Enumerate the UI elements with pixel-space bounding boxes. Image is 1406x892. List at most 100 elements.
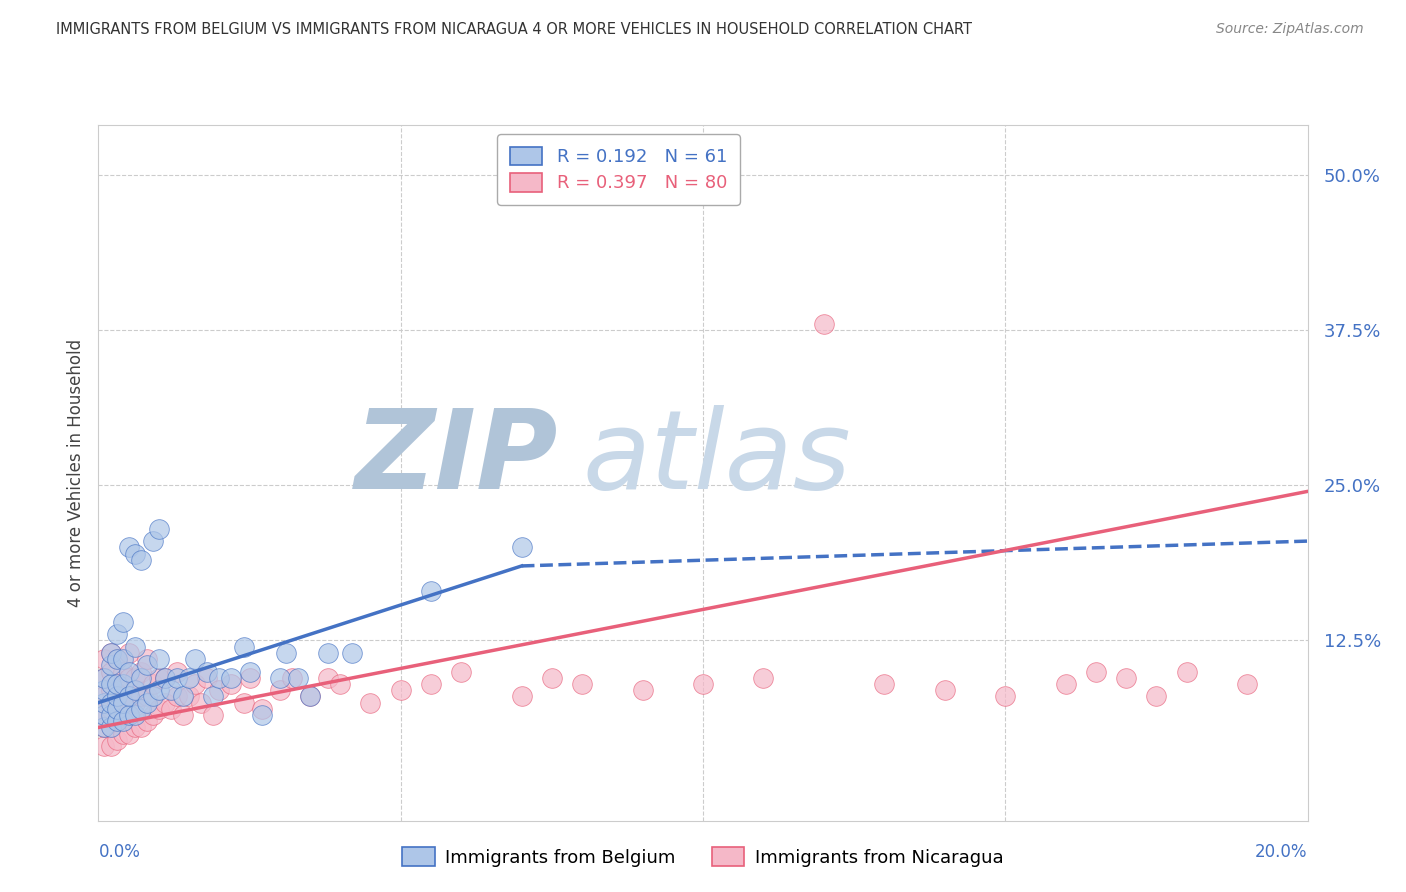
Point: [148, 683, 170, 698]
Point: [813, 317, 835, 331]
Point: [148, 522, 170, 536]
Point: [160, 702, 183, 716]
Point: [124, 683, 146, 698]
Point: [148, 671, 170, 685]
Point: [172, 708, 194, 723]
Y-axis label: 4 or more Vehicles in Household: 4 or more Vehicles in Household: [66, 339, 84, 607]
Point: [287, 671, 309, 685]
Point: [135, 658, 157, 673]
Point: [111, 652, 134, 666]
Point: [111, 615, 134, 629]
Point: [100, 721, 122, 735]
Point: [631, 683, 654, 698]
Point: [100, 708, 122, 723]
Point: [342, 646, 364, 660]
Point: [93, 652, 115, 666]
Point: [135, 714, 157, 729]
Point: [1115, 671, 1137, 685]
Text: 0.0%: 0.0%: [98, 843, 141, 861]
Point: [250, 708, 273, 723]
Point: [148, 652, 170, 666]
Point: [166, 671, 188, 685]
Point: [934, 683, 956, 698]
Point: [100, 683, 122, 698]
Point: [177, 690, 201, 704]
Point: [177, 671, 201, 685]
Point: [100, 646, 122, 660]
Point: [100, 677, 122, 691]
Point: [250, 702, 273, 716]
Point: [118, 690, 141, 704]
Point: [124, 671, 146, 685]
Point: [239, 665, 262, 679]
Point: [1236, 677, 1258, 691]
Point: [118, 541, 141, 555]
Legend: R = 0.192   N = 61, R = 0.397   N = 80: R = 0.192 N = 61, R = 0.397 N = 80: [498, 134, 740, 205]
Point: [232, 696, 254, 710]
Point: [153, 696, 176, 710]
Point: [274, 646, 297, 660]
Point: [148, 702, 170, 716]
Point: [118, 671, 141, 685]
Point: [299, 690, 322, 704]
Text: IMMIGRANTS FROM BELGIUM VS IMMIGRANTS FROM NICARAGUA 4 OR MORE VEHICLES IN HOUSE: IMMIGRANTS FROM BELGIUM VS IMMIGRANTS FR…: [56, 22, 972, 37]
Point: [299, 690, 322, 704]
Point: [105, 652, 128, 666]
Point: [184, 652, 207, 666]
Point: [221, 677, 243, 691]
Point: [100, 646, 122, 660]
Point: [111, 665, 134, 679]
Point: [105, 714, 128, 729]
Point: [129, 690, 152, 704]
Point: [93, 671, 115, 685]
Point: [329, 677, 352, 691]
Point: [118, 726, 141, 740]
Point: [142, 677, 165, 691]
Point: [142, 534, 165, 549]
Point: [160, 683, 183, 698]
Point: [419, 677, 441, 691]
Point: [316, 646, 339, 660]
Point: [93, 708, 115, 723]
Point: [1085, 665, 1108, 679]
Text: Source: ZipAtlas.com: Source: ZipAtlas.com: [1216, 22, 1364, 37]
Point: [100, 721, 122, 735]
Point: [111, 708, 134, 723]
Point: [105, 677, 128, 691]
Point: [93, 683, 115, 698]
Point: [118, 665, 141, 679]
Point: [111, 696, 134, 710]
Point: [190, 696, 212, 710]
Point: [105, 690, 128, 704]
Point: [118, 646, 141, 660]
Point: [135, 696, 157, 710]
Point: [142, 690, 165, 704]
Point: [221, 671, 243, 685]
Point: [105, 652, 128, 666]
Point: [111, 726, 134, 740]
Point: [208, 671, 231, 685]
Point: [166, 690, 188, 704]
Point: [195, 671, 218, 685]
Point: [232, 640, 254, 654]
Point: [239, 671, 262, 685]
Point: [510, 690, 533, 704]
Point: [135, 690, 157, 704]
Point: [124, 721, 146, 735]
Point: [118, 708, 141, 723]
Point: [100, 665, 122, 679]
Point: [93, 671, 115, 685]
Point: [571, 677, 593, 691]
Point: [873, 677, 896, 691]
Point: [135, 652, 157, 666]
Point: [184, 677, 207, 691]
Point: [124, 708, 146, 723]
Point: [129, 671, 152, 685]
Text: ZIP: ZIP: [354, 405, 558, 512]
Point: [195, 665, 218, 679]
Point: [389, 683, 412, 698]
Point: [111, 677, 134, 691]
Point: [105, 702, 128, 716]
Point: [692, 677, 714, 691]
Point: [450, 665, 472, 679]
